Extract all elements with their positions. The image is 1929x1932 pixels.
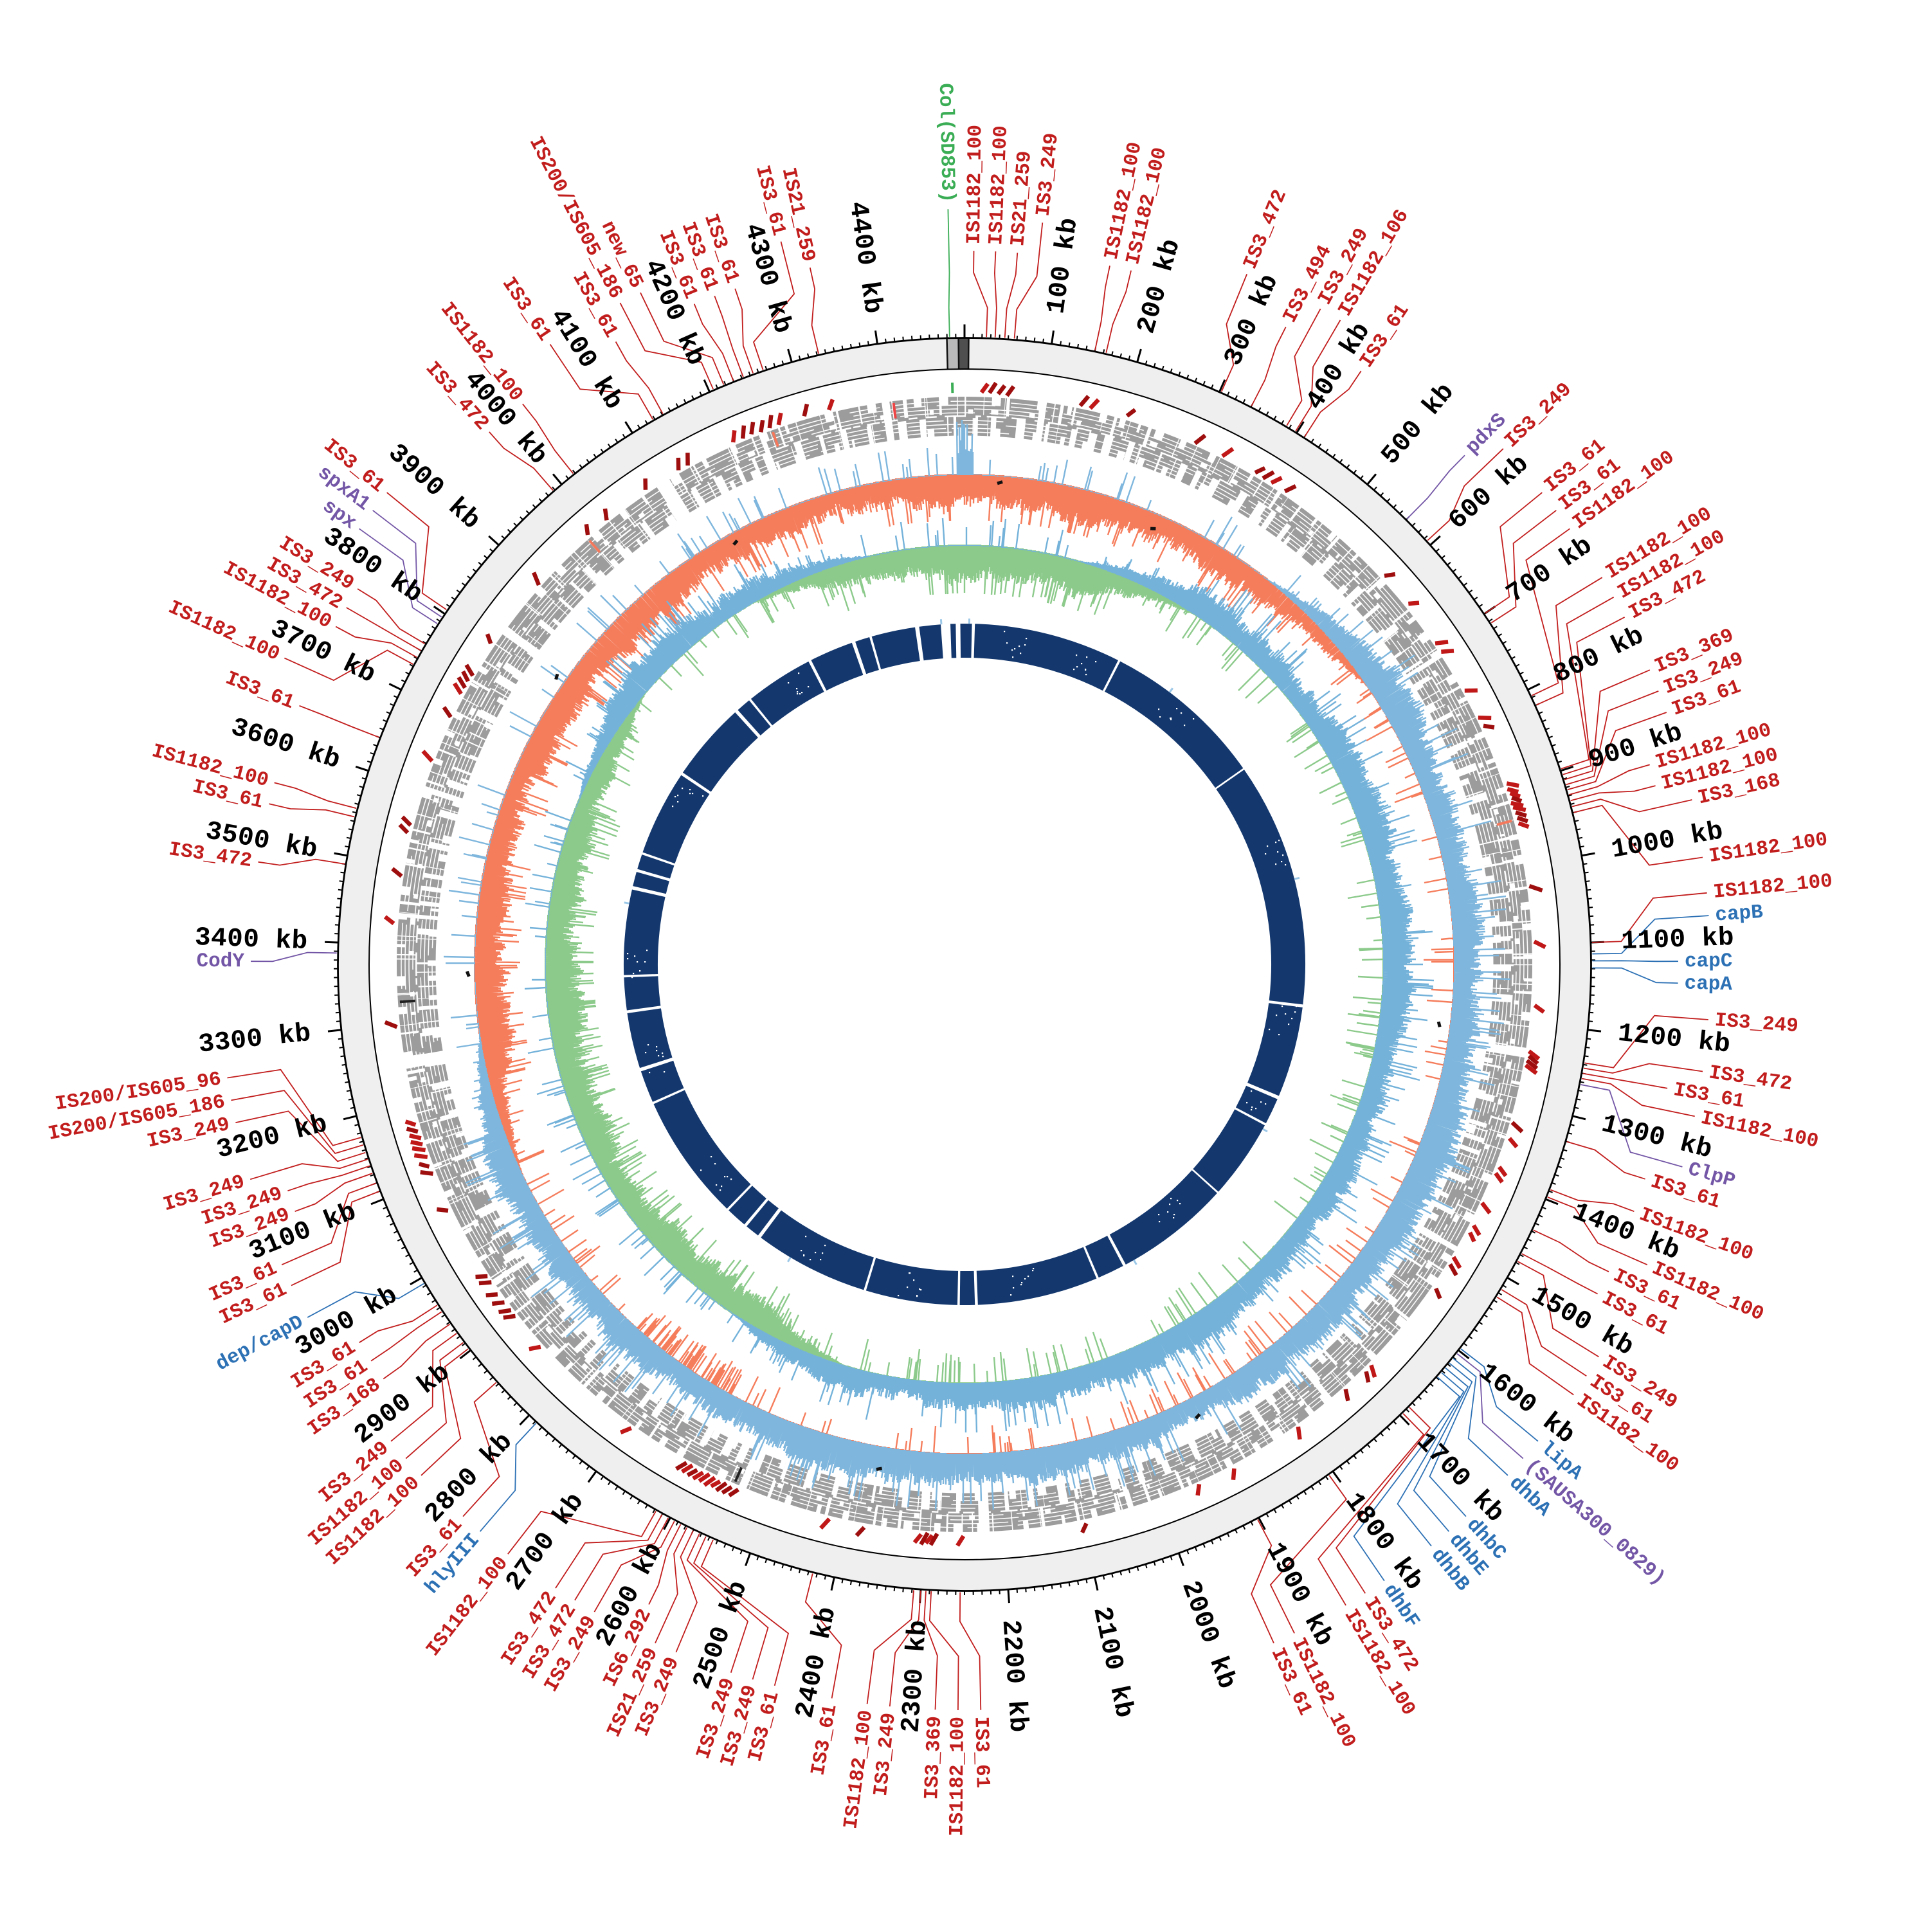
svg-text:IS1182_100: IS1182_100 [946,1717,970,1836]
svg-text:capA: capA [1684,972,1733,996]
svg-text:capC: capC [1685,950,1733,973]
svg-text:IS1182_100: IS1182_100 [963,125,987,244]
svg-text:IS3_369: IS3_369 [921,1715,946,1800]
svg-text:1100 kb: 1100 kb [1621,923,1735,957]
svg-text:Col(SD853): Col(SD853) [934,83,959,203]
svg-text:IS1182_100: IS1182_100 [985,125,1013,246]
svg-text:IS3_61: IS3_61 [969,1716,993,1788]
svg-text:capB: capB [1714,901,1764,927]
svg-text:3400 kb: 3400 kb [194,923,308,957]
svg-text:CodY: CodY [196,950,244,973]
